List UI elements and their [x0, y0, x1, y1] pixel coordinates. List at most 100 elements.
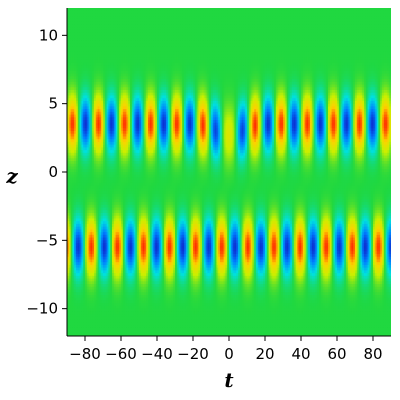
heatmap-cell	[266, 27, 269, 31]
heatmap-cell	[169, 32, 172, 36]
heatmap-cell	[72, 24, 75, 28]
heatmap-cell	[158, 16, 161, 20]
heatmap-cell	[266, 10, 269, 14]
heatmap-cell	[364, 24, 367, 28]
heatmap-cell	[110, 18, 113, 23]
heatmap-cell	[92, 10, 95, 14]
heatmap-cell	[83, 32, 86, 36]
heatmap-cell	[241, 32, 244, 36]
heatmap-cell	[279, 18, 282, 23]
heatmap-cell	[79, 24, 82, 28]
heatmap-cell	[265, 32, 268, 36]
heatmap-cell	[203, 10, 206, 14]
heatmap-cell	[225, 21, 228, 25]
heatmap-cell	[202, 10, 205, 14]
heatmap-cell	[382, 21, 385, 25]
heatmap-cell	[194, 16, 197, 20]
heatmap-cell	[202, 27, 205, 31]
heatmap-cell	[103, 29, 106, 33]
heatmap-cell	[252, 24, 255, 28]
heatmap-cell	[202, 16, 205, 20]
heatmap-cell	[153, 32, 156, 36]
heatmap-cell	[88, 16, 91, 20]
heatmap-cell	[256, 29, 259, 33]
heatmap-cell	[130, 16, 133, 20]
heatmap-cell	[92, 24, 95, 28]
heatmap-cell	[117, 10, 120, 14]
heatmap-cell	[311, 8, 314, 12]
heatmap-cell	[194, 29, 197, 33]
heatmap-cell	[337, 13, 340, 17]
heatmap-cell	[223, 8, 226, 12]
heatmap-cell	[133, 29, 136, 33]
heatmap-cell	[218, 8, 221, 12]
heatmap-cell	[344, 10, 347, 14]
heatmap-cell	[297, 13, 300, 17]
heatmap-cell	[256, 10, 259, 14]
heatmap-cell	[279, 8, 282, 12]
heatmap-cell	[326, 8, 329, 12]
heatmap-cell	[221, 16, 224, 20]
heatmap-cell	[128, 29, 131, 33]
heatmap-cell	[369, 8, 372, 12]
heatmap-cell	[284, 10, 287, 14]
heatmap-cell	[162, 10, 165, 14]
heatmap-cell	[110, 10, 113, 14]
heatmap-cell	[263, 21, 266, 25]
heatmap-cells	[67, 8, 391, 336]
plot-area	[67, 8, 391, 336]
heatmap-cell	[131, 10, 134, 14]
heatmap-cell	[331, 13, 334, 17]
heatmap-cell	[76, 32, 79, 36]
heatmap-cell	[360, 24, 363, 28]
heatmap-cell	[117, 13, 120, 17]
heatmap-cell	[139, 32, 142, 36]
heatmap-cell	[292, 18, 295, 23]
heatmap-cell	[122, 8, 125, 12]
heatmap-cell	[283, 18, 286, 23]
heatmap-cell	[157, 18, 160, 23]
heatmap-cell	[140, 24, 143, 28]
heatmap-cell	[376, 27, 379, 31]
heatmap-cell	[347, 13, 350, 17]
heatmap-cell	[319, 21, 322, 25]
heatmap-cell	[277, 21, 280, 25]
heatmap-cell	[86, 13, 89, 17]
heatmap-cell	[281, 8, 284, 12]
heatmap-cell	[349, 21, 352, 25]
heatmap-cell	[214, 32, 217, 36]
heatmap-cell	[131, 24, 134, 28]
heatmap-cell	[139, 8, 142, 12]
heatmap-cell	[311, 16, 314, 20]
heatmap-cell	[376, 21, 379, 25]
heatmap-cell	[360, 13, 363, 17]
heatmap-cell	[151, 24, 154, 28]
heatmap-cell	[324, 10, 327, 14]
heatmap-cell	[97, 21, 100, 25]
heatmap-cell	[281, 27, 284, 31]
heatmap-cell	[200, 27, 203, 31]
heatmap-cell	[374, 24, 377, 28]
heatmap-cell	[119, 32, 122, 36]
heatmap-cell	[193, 10, 196, 14]
heatmap-cell	[207, 29, 210, 33]
heatmap-cell	[353, 18, 356, 23]
heatmap-cell	[220, 27, 223, 31]
heatmap-cell	[292, 8, 295, 12]
heatmap-cell	[268, 8, 271, 12]
heatmap-cell	[130, 24, 133, 28]
heatmap-cell	[315, 13, 318, 17]
heatmap-cell	[256, 13, 259, 17]
heatmap-cell	[155, 18, 158, 23]
heatmap-cell	[344, 13, 347, 17]
heatmap-cell	[99, 8, 102, 12]
heatmap-cell	[173, 24, 176, 28]
heatmap-cell	[178, 27, 181, 31]
heatmap-cell	[297, 29, 300, 33]
heatmap-cell	[95, 13, 98, 17]
heatmap-cell	[239, 24, 242, 28]
heatmap-cell	[274, 29, 277, 33]
heatmap-cell	[230, 10, 233, 14]
heatmap-cell	[279, 24, 282, 28]
heatmap-cell	[254, 8, 257, 12]
